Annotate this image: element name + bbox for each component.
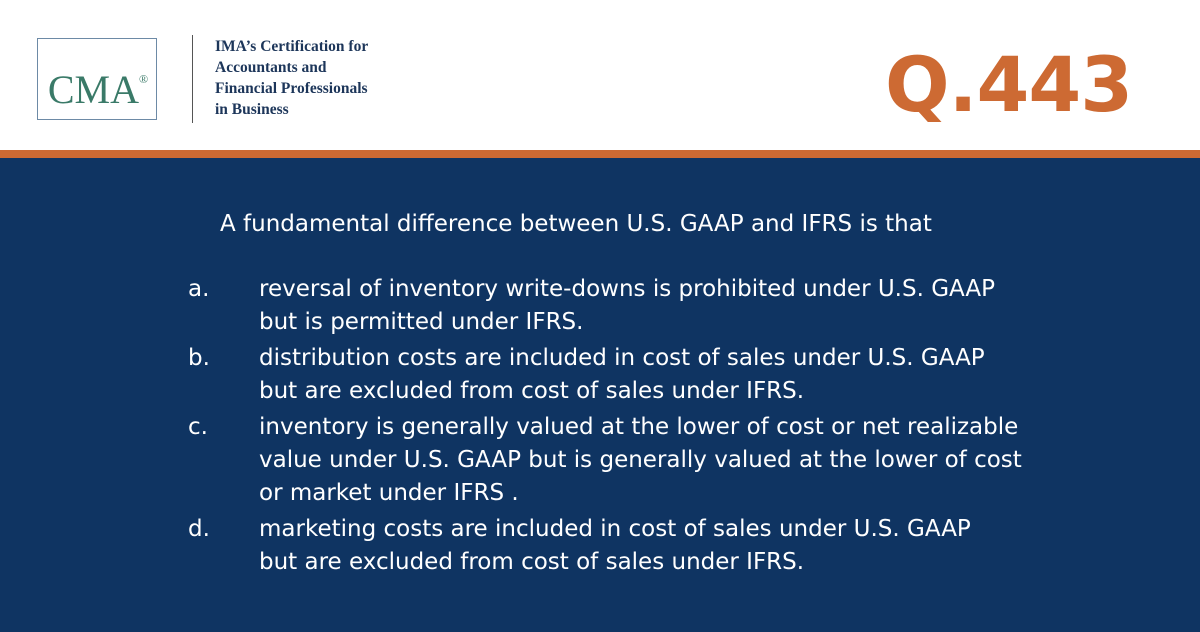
- tagline: IMA’s Certification for: [215, 38, 369, 55]
- option-text: distribution costs are included in cost …: [259, 345, 985, 371]
- option-letter: c.: [188, 414, 208, 440]
- option-text: value under U.S. GAAP but is generally v…: [259, 447, 1022, 473]
- option-text: but are excluded from cost of sales unde…: [259, 378, 805, 404]
- question-panel: [0, 158, 1200, 632]
- tagline: in Business: [215, 101, 289, 118]
- tagline: Financial Professionals: [215, 80, 368, 97]
- accent-stripe: [0, 150, 1200, 158]
- question-number: Q.443: [885, 40, 1133, 129]
- option-letter: b.: [188, 345, 210, 371]
- divider: [192, 35, 193, 123]
- registered-mark: ®: [139, 72, 149, 86]
- logo-text: CMA®: [38, 59, 158, 110]
- option-text: but are excluded from cost of sales unde…: [259, 549, 805, 575]
- option-text: reversal of inventory write-downs is pro…: [259, 276, 996, 302]
- logo-word: CMA: [47, 67, 139, 112]
- tagline: Accountants and: [215, 59, 327, 76]
- option-text: but is permitted under IFRS.: [259, 309, 584, 335]
- option-text: inventory is generally valued at the low…: [259, 414, 1019, 440]
- option-letter: a.: [188, 276, 210, 302]
- option-letter: d.: [188, 516, 210, 542]
- logo: CMA®: [37, 38, 157, 120]
- option-text: or market under IFRS .: [259, 480, 519, 506]
- option-text: marketing costs are included in cost of …: [259, 516, 971, 542]
- question-stem: A fundamental difference between U.S. GA…: [220, 211, 932, 237]
